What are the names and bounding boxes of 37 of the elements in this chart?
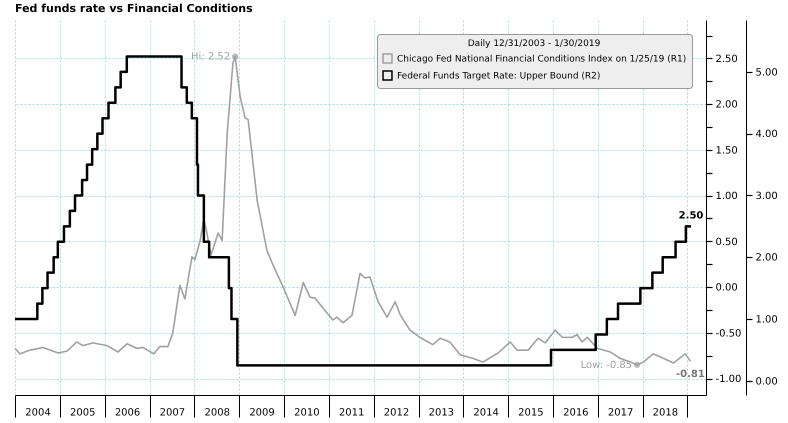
chart-title: Fed funds rate vs Financial Conditions: [15, 2, 254, 15]
x-tick-label: 2015: [518, 408, 544, 418]
y2-tick-label: 5.00: [756, 67, 778, 78]
y-tick-label: -1.00: [716, 374, 742, 386]
x-tick-label: 2011: [338, 408, 364, 418]
data-label: -0.81: [676, 369, 705, 380]
annotation: Hi: 2.52: [191, 52, 230, 63]
legend-label: Federal Funds Target Rate: Upper Bound (R2): [397, 72, 600, 82]
y-tick-label: 0.00: [716, 282, 738, 294]
x-tick-label: 2014: [473, 408, 499, 418]
x-tick-label: 2009: [249, 408, 275, 418]
y-tick-label: -0.50: [716, 328, 742, 340]
y-tick-label: 1.50: [716, 145, 738, 156]
x-tick-label: 2017: [608, 408, 634, 418]
data-label: 2.50: [678, 210, 704, 222]
y2-tick-label: 3.00: [756, 190, 778, 202]
x-tick-label: 2010: [294, 408, 320, 418]
x-tick-label: 2004: [25, 408, 51, 418]
legend-label: Chicago Fed National Financial Conditions Index on 1/25/19 (R1): [397, 54, 686, 64]
y-tick-label: 2.50: [716, 54, 738, 65]
x-tick-label: 2006: [114, 408, 140, 418]
x-tick-label: 2016: [563, 408, 589, 418]
x-tick-label: 2018: [652, 408, 678, 418]
y2-tick-label: 1.00: [756, 314, 778, 326]
x-tick-label: 2013: [428, 408, 454, 418]
y-tick-label: 0.50: [716, 236, 738, 248]
y-tick-label: 2.00: [716, 100, 738, 111]
x-tick-label: 2005: [70, 408, 96, 418]
x-tick-label: 2012: [384, 408, 410, 418]
y2-tick-label: 0.00: [756, 376, 778, 388]
y2-tick-label: 4.00: [756, 129, 778, 140]
x-tick-label: 2007: [160, 408, 186, 418]
y2-tick-label: 2.00: [756, 252, 778, 264]
legend-title: Daily 12/31/2003 - 1/30/2019: [468, 39, 601, 49]
annotation: Low: -0.85: [580, 360, 632, 371]
x-tick-label: 2008: [204, 408, 230, 418]
y-tick-label: 1.00: [716, 191, 738, 202]
